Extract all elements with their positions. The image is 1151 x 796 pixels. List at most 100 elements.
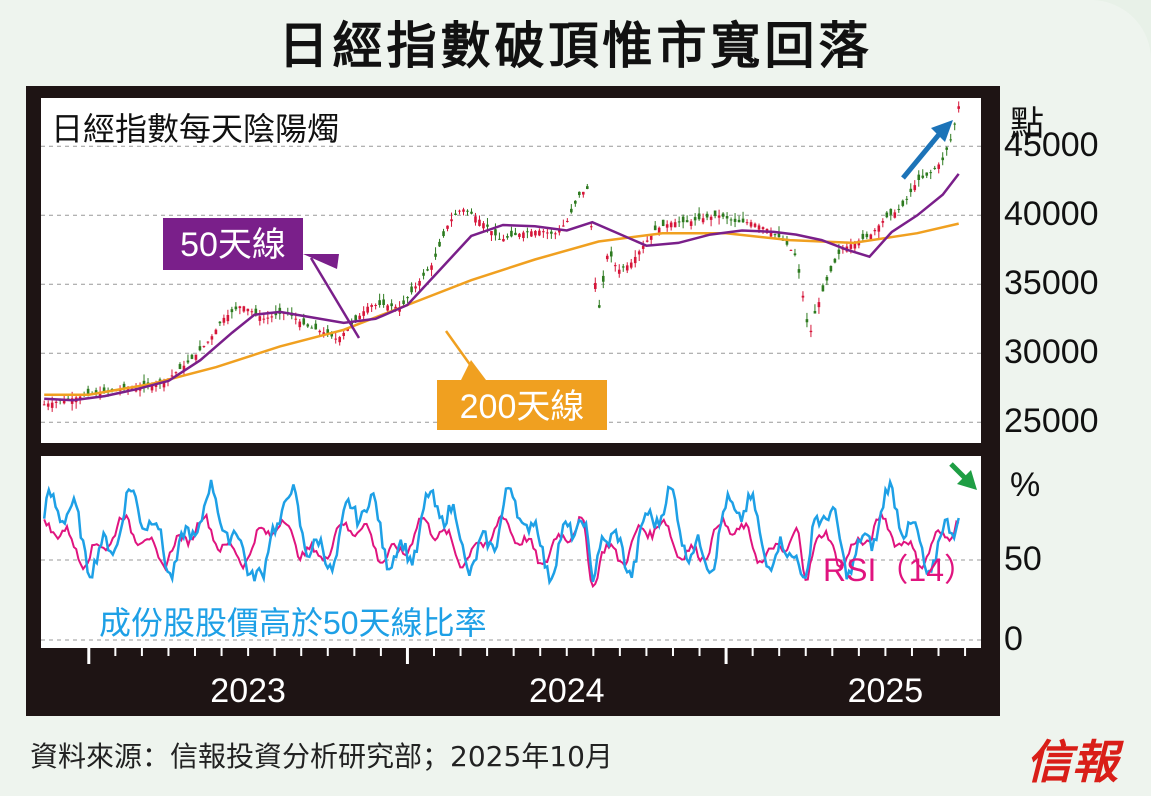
candle-body [42, 404, 46, 406]
candle-body [62, 400, 66, 404]
candle-body [358, 315, 361, 320]
candle-body [641, 245, 645, 249]
rsi-tick-label: 50 [1004, 540, 1042, 578]
candle-body [222, 317, 226, 323]
candle-body [394, 306, 397, 310]
candle-body [514, 232, 517, 236]
candle-body [518, 233, 521, 237]
candle-body [434, 253, 437, 257]
candle-body [182, 365, 186, 371]
candle-body [582, 191, 585, 195]
candle-body [801, 295, 805, 298]
price-tick-label: 40000 [1004, 195, 1099, 234]
candle-body [370, 305, 373, 307]
candle-body [190, 354, 194, 359]
ma50-label-box [163, 218, 303, 270]
candle-body [793, 253, 797, 256]
candle-body [406, 297, 409, 299]
candle-body [494, 229, 497, 236]
candle-body [617, 269, 621, 274]
candle-body [262, 318, 266, 320]
candle-body [829, 266, 833, 272]
candle-body [749, 222, 753, 227]
candle-body [881, 220, 885, 223]
candle-body [142, 380, 146, 387]
candle-body [574, 200, 577, 204]
candle-body [226, 315, 230, 322]
candle-body [382, 299, 385, 305]
candle-body [929, 172, 933, 174]
candle-body [458, 210, 461, 212]
up-trend-arrowhead [931, 120, 953, 142]
candle-body [721, 213, 725, 217]
candle-body [769, 231, 773, 237]
candle-body [354, 315, 357, 321]
candle-body [530, 231, 533, 237]
candle-body [681, 216, 685, 223]
candle-body [174, 372, 178, 374]
candle-body [933, 167, 937, 169]
candle-body [597, 305, 601, 308]
candle-body [162, 381, 166, 388]
candle-body [86, 388, 90, 395]
candle-body [446, 225, 449, 229]
candle-body [438, 241, 441, 247]
candle-body [693, 217, 697, 221]
ma200-line [44, 222, 959, 396]
candle-body [306, 324, 310, 327]
candle-body [102, 387, 106, 393]
candle-body [402, 300, 405, 305]
breadth-line [42, 477, 960, 586]
candle-body [937, 164, 941, 169]
candle-body [218, 321, 222, 324]
candle-body [390, 303, 393, 307]
price-chart: 日經指數每天陰陽燭 50天線 200天線 [41, 101, 981, 430]
candle-body [725, 215, 729, 219]
ma50-label: 50天線 [180, 226, 286, 264]
candle-body [570, 208, 573, 213]
candle-body [657, 227, 661, 234]
price-tick-label: 45000 [1004, 126, 1099, 165]
candle-body [893, 212, 897, 218]
candle-body [593, 282, 597, 289]
ma200-callout-pointer [461, 360, 486, 380]
candle-body [558, 229, 561, 233]
candle-body [953, 123, 957, 125]
candle-body [466, 210, 469, 212]
x-tick-label: 2023 [210, 672, 286, 710]
candle-body [470, 211, 473, 214]
candle-body [789, 249, 793, 251]
candle-body [589, 226, 593, 228]
candle-body [729, 219, 733, 221]
candle-body [214, 329, 218, 335]
candle-body [366, 306, 369, 313]
candle-body [238, 306, 242, 309]
candle-body [869, 234, 873, 240]
price-tick-label: 30000 [1004, 333, 1099, 372]
candle-body [386, 305, 389, 311]
candle-body [633, 256, 637, 264]
candle-body [817, 302, 821, 308]
candle-body [853, 242, 857, 249]
candle-body [502, 238, 505, 242]
candle-body [837, 249, 841, 254]
candle-body [198, 346, 202, 351]
price-panel-title: 日經指數每天陰陽燭 [51, 110, 339, 148]
candle-body [302, 318, 306, 325]
candle-body [318, 330, 322, 333]
candle-body [605, 255, 609, 260]
ma50-line [44, 173, 960, 402]
x-tick-label: 2024 [529, 672, 605, 710]
candle-body [613, 265, 617, 267]
price-panel: 日經指數每天陰陽燭 50天線 200天線 [41, 98, 981, 443]
candle-body [126, 389, 130, 391]
candle-body [941, 157, 945, 161]
candle-body [913, 185, 917, 191]
candle-body [621, 266, 625, 268]
candle-body [685, 220, 689, 223]
candle-body [526, 231, 529, 233]
candle-body [362, 311, 365, 316]
candle-body [522, 232, 525, 238]
candle-body [805, 319, 809, 323]
candle-body [202, 345, 206, 347]
